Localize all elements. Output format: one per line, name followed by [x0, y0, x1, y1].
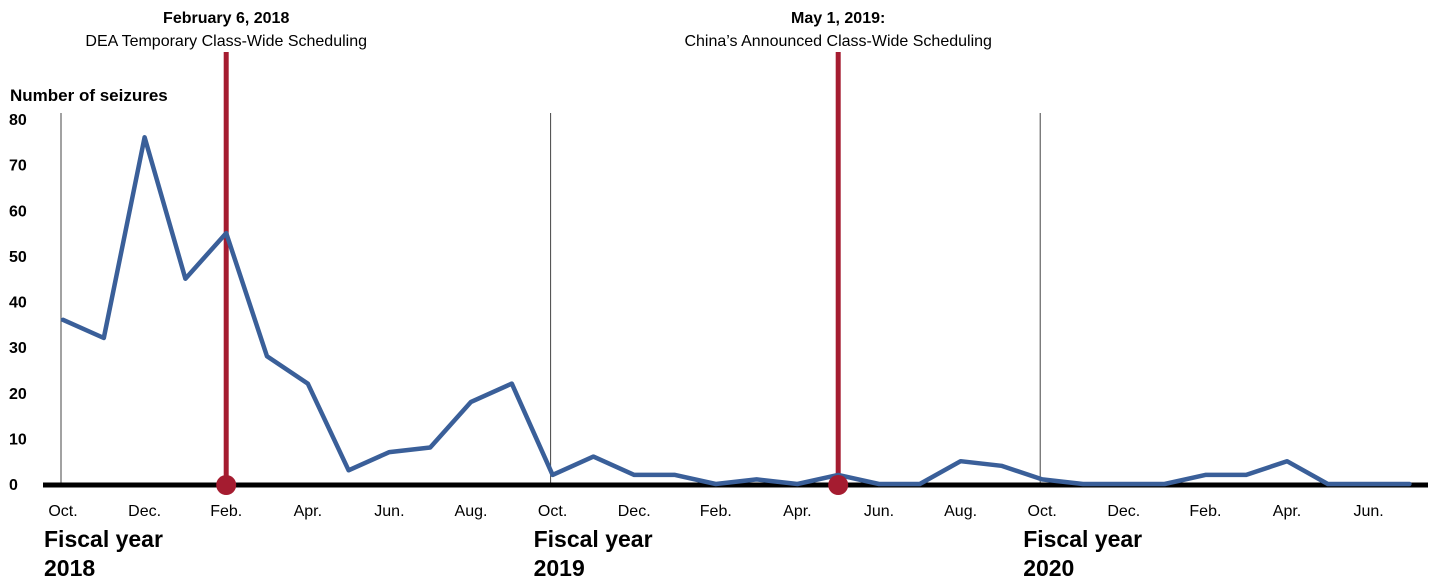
x-tick-label: Oct.	[1028, 503, 1057, 520]
y-tick-label: 20	[9, 386, 27, 403]
annotation-text: China’s Announced Class-Wide Scheduling	[684, 33, 991, 50]
x-tick-label: Feb.	[700, 503, 732, 520]
x-tick-label: Oct.	[538, 503, 567, 520]
y-tick-label: 60	[9, 203, 27, 220]
y-tick-label: 70	[9, 158, 27, 175]
annotation-marker	[216, 475, 237, 495]
seizures-series-line	[60, 135, 1412, 487]
y-tick-label: 80	[9, 112, 27, 129]
x-tick-label: Dec.	[1107, 503, 1140, 520]
x-tick-label: Apr.	[783, 503, 811, 520]
x-tick-label: Aug.	[944, 503, 977, 520]
x-tick-label: Apr.	[1273, 503, 1301, 520]
x-tick-label: Jun.	[1353, 503, 1383, 520]
x-tick-label: Apr.	[294, 503, 322, 520]
y-axis-label: Number of seizures	[10, 86, 168, 105]
y-tick-label: 10	[9, 431, 27, 448]
x-tick-label: Feb.	[210, 503, 242, 520]
x-tick-label: Dec.	[128, 503, 161, 520]
x-tick-label: Jun.	[374, 503, 404, 520]
x-tick-label: Feb.	[1189, 503, 1221, 520]
x-tick-label: Dec.	[618, 503, 651, 520]
y-tick-label: 0	[9, 477, 18, 494]
annotation-marker	[828, 475, 849, 495]
fiscal-year-number: 2018	[44, 555, 95, 580]
y-tick-label: 40	[9, 295, 27, 312]
fiscal-year-label: Fiscal year	[534, 526, 653, 552]
x-tick-label: Jun.	[864, 503, 894, 520]
y-tick-label: 30	[9, 340, 27, 357]
annotation-date: February 6, 2018	[163, 10, 289, 27]
fiscal-year-number: 2020	[1023, 555, 1074, 580]
annotation-text: DEA Temporary Class-Wide Scheduling	[85, 33, 367, 50]
annotation-date: May 1, 2019:	[791, 10, 885, 27]
y-tick-label: 50	[9, 249, 27, 266]
fiscal-year-number: 2019	[534, 555, 585, 580]
fiscal-year-label: Fiscal year	[1023, 526, 1142, 552]
x-tick-label: Oct.	[48, 503, 77, 520]
x-tick-label: Aug.	[455, 503, 488, 520]
fiscal-year-label: Fiscal year	[44, 526, 163, 552]
